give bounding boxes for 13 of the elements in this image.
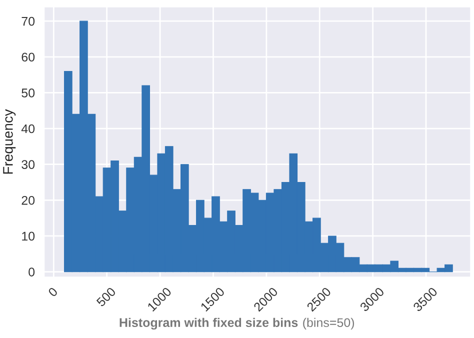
x-axis-title: Histogram with fixed size bins [120,318,298,330]
y-tick-label: 40 [21,124,35,134]
y-tick-label: 70 [22,16,35,26]
y-tick-label: 20 [22,196,35,205]
y-tick-label: 60 [22,52,35,62]
y-tick-label: 30 [22,160,35,169]
y-tick-label: 50 [22,88,35,98]
text: (bins=50) [303,318,354,330]
x-tick-label: 500 [96,286,116,308]
y-tick-label: 10 [22,232,35,241]
x-tick-label: 0 [48,286,58,298]
y-tick-label: 0 [28,268,35,276]
y-axis-title: Frequency [3,109,16,174]
